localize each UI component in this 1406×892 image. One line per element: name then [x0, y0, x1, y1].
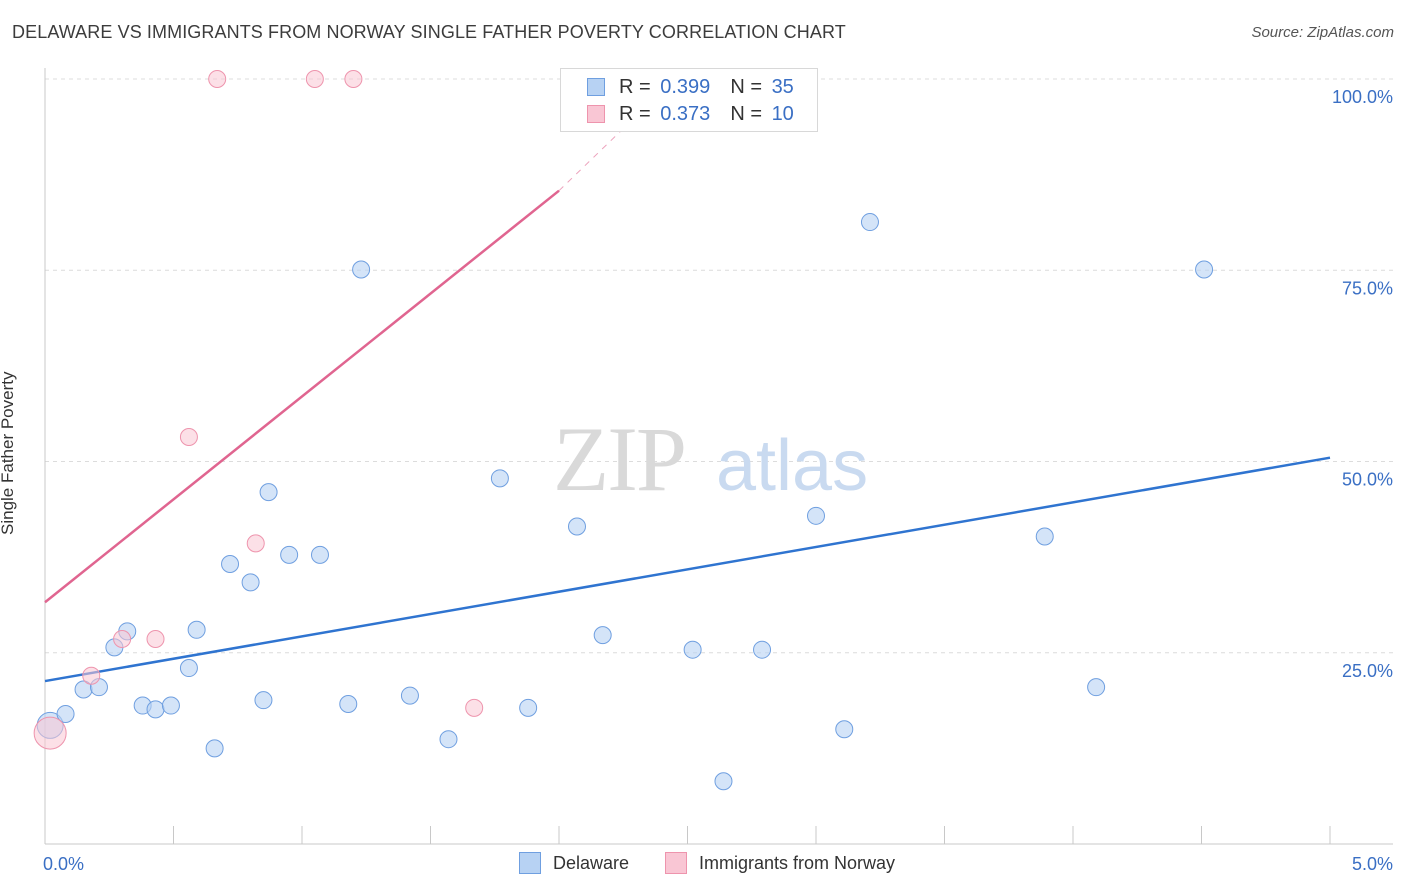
- point-delaware: [254, 691, 273, 710]
- bottom-legend-swatch-norway: [665, 852, 687, 874]
- point-delaware: [835, 720, 854, 739]
- watermark: ZIP atlas: [553, 408, 868, 510]
- point-norway: [208, 70, 227, 88]
- watermark-atlas: atlas: [716, 426, 868, 506]
- legend-r-value: 0.399: [660, 75, 711, 98]
- point-delaware: [1195, 260, 1214, 279]
- bottom-legend-swatch-delaware: [519, 852, 541, 874]
- point-norway: [246, 534, 265, 553]
- point-delaware: [259, 483, 278, 502]
- point-norway: [82, 666, 101, 685]
- bottom-legend-delaware: Delaware: [519, 852, 629, 874]
- point-delaware: [567, 517, 586, 536]
- legend-n-value: 35: [771, 75, 794, 98]
- legend-r-label: R =: [619, 75, 651, 98]
- point-delaware: [1035, 527, 1054, 546]
- point-norway: [305, 70, 324, 88]
- point-delaware: [860, 213, 879, 232]
- point-delaware: [593, 626, 612, 645]
- y-axis-label-text: Single Father Poverty: [0, 371, 17, 535]
- grid-lines: [45, 78, 1393, 654]
- legend-swatch-delaware: [587, 78, 605, 96]
- point-delaware: [807, 506, 825, 525]
- point-delaware: [241, 573, 260, 592]
- legend-row-delaware: R = 0.399 N = 35: [587, 75, 794, 99]
- chart-title: DELAWARE VS IMMIGRANTS FROM NORWAY SINGL…: [12, 22, 846, 42]
- y-tick-label: 75.0%: [1342, 278, 1393, 298]
- point-delaware: [490, 469, 509, 488]
- y-tick-label: 50.0%: [1342, 470, 1393, 490]
- point-norway: [146, 629, 165, 648]
- legend-n-label: N =: [730, 75, 762, 98]
- point-delaware: [439, 730, 458, 749]
- point-delaware: [221, 555, 240, 574]
- scatter-points: [33, 70, 1214, 791]
- point-delaware: [1087, 678, 1106, 697]
- watermark-zip: ZIP: [553, 408, 685, 510]
- y-tick-label: 100.0%: [1332, 87, 1393, 107]
- point-delaware: [161, 696, 180, 715]
- x-tick-label: 5.0%: [1352, 854, 1393, 874]
- point-delaware: [280, 545, 299, 564]
- x-tick-label: 0.0%: [43, 854, 84, 874]
- legend: R = 0.399 N = 35 R = 0.373 N = 10: [560, 68, 818, 132]
- point-delaware: [56, 704, 75, 723]
- point-delaware: [146, 700, 165, 719]
- bottom-legend-label: Delaware: [553, 852, 630, 873]
- legend-swatch-norway: [587, 105, 605, 123]
- legend-r-value: 0.373: [660, 102, 711, 125]
- y-tick-label: 25.0%: [1342, 661, 1393, 681]
- legend-n-value: 10: [771, 102, 794, 125]
- legend-n-label: N =: [730, 102, 762, 125]
- point-norway: [179, 428, 198, 447]
- legend-r-label: R =: [619, 102, 651, 125]
- point-delaware: [400, 686, 419, 705]
- trend-line-delaware: [44, 456, 1331, 683]
- trend-line-norway: [44, 189, 560, 604]
- point-delaware: [352, 260, 371, 279]
- point-norway: [113, 629, 132, 648]
- point-norway: [465, 698, 484, 717]
- point-delaware: [683, 640, 702, 659]
- bottom-legend-norway: Immigrants from Norway: [665, 852, 895, 874]
- tick-labels: 25.0% 50.0% 75.0% 100.0% 0.0% 5.0%: [43, 87, 1393, 874]
- point-delaware: [187, 620, 206, 639]
- point-delaware: [753, 640, 772, 659]
- source-label: Source: ZipAtlas.com: [1251, 24, 1394, 41]
- point-delaware: [519, 698, 538, 717]
- point-norway: [344, 70, 363, 88]
- point-norway: [33, 716, 67, 750]
- legend-row-norway: R = 0.373 N = 10: [587, 102, 794, 126]
- bottom-legend-label: Immigrants from Norway: [699, 852, 896, 873]
- point-delaware: [714, 772, 733, 791]
- trend-lines: [44, 78, 1331, 683]
- point-delaware: [205, 739, 224, 758]
- point-delaware: [339, 695, 358, 714]
- point-delaware: [310, 545, 329, 564]
- point-delaware: [179, 659, 198, 678]
